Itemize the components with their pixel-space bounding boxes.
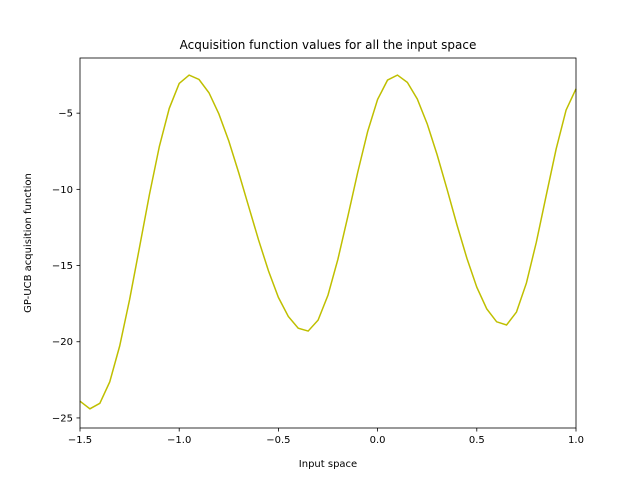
x-axis-label: Input space — [299, 459, 357, 470]
x-tick-label: −1.5 — [68, 435, 92, 446]
y-tick-label: −5 — [58, 109, 73, 120]
x-tick-label: 1.0 — [568, 435, 584, 446]
y-tick-label: −25 — [52, 413, 73, 424]
plot-frame — [79, 57, 577, 429]
y-axis-label: GP-UCB acquisition function — [23, 173, 34, 313]
y-tick-label: −15 — [52, 261, 73, 272]
x-tick-label: 0.0 — [370, 435, 386, 446]
x-tick-label: 0.5 — [469, 435, 485, 446]
line-series — [79, 74, 577, 410]
x-tick-label: −1.0 — [167, 435, 191, 446]
x-tick-label: −0.5 — [266, 435, 290, 446]
y-tick-label: −20 — [52, 337, 73, 348]
y-tick-label: −10 — [52, 185, 73, 196]
chart-title: Acquisition function values for all the … — [180, 38, 477, 52]
